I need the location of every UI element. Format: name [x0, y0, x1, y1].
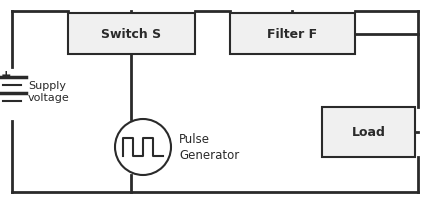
- Text: Filter F: Filter F: [267, 28, 317, 41]
- FancyBboxPatch shape: [321, 108, 414, 157]
- Text: Switch S: Switch S: [101, 28, 161, 41]
- Text: Supply: Supply: [28, 81, 66, 91]
- Text: +: +: [1, 69, 11, 82]
- Text: voltage: voltage: [28, 93, 70, 102]
- FancyBboxPatch shape: [230, 14, 354, 55]
- FancyBboxPatch shape: [68, 14, 194, 55]
- Text: Load: Load: [351, 126, 384, 139]
- Text: Generator: Generator: [178, 149, 239, 162]
- Text: Pulse: Pulse: [178, 133, 209, 146]
- Circle shape: [115, 119, 171, 175]
